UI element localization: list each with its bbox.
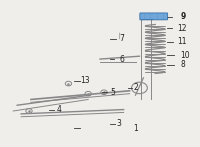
Text: 9: 9	[181, 12, 186, 21]
Text: 10: 10	[180, 51, 190, 60]
Text: 13: 13	[80, 76, 90, 85]
Text: 11: 11	[177, 37, 186, 46]
Text: 5: 5	[111, 88, 116, 97]
Text: 7: 7	[120, 34, 125, 43]
Text: 6: 6	[120, 55, 125, 64]
Text: 2: 2	[134, 83, 138, 92]
Text: 4: 4	[57, 105, 61, 114]
Text: 12: 12	[177, 24, 186, 33]
Text: 8: 8	[181, 60, 186, 69]
FancyBboxPatch shape	[140, 13, 168, 20]
Text: 1: 1	[134, 124, 138, 133]
Text: 3: 3	[117, 120, 122, 128]
